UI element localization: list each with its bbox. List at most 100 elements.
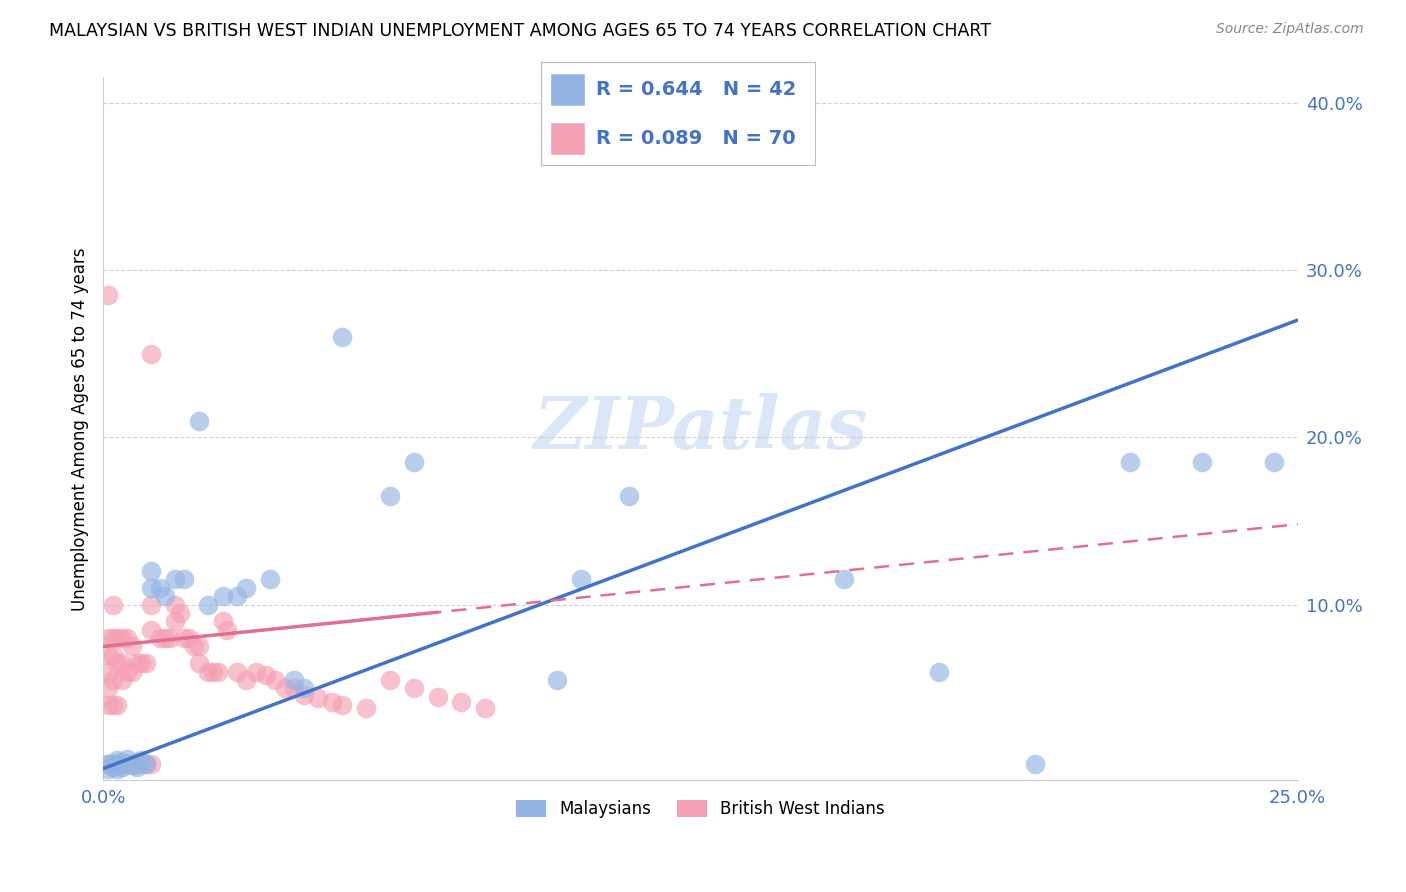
Point — [125, 756, 148, 771]
Bar — [550, 73, 585, 105]
Point — [928, 665, 950, 679]
Point — [139, 756, 162, 771]
Point — [202, 665, 225, 679]
Point — [235, 673, 257, 687]
Point — [97, 648, 120, 662]
Point — [173, 631, 195, 645]
Point — [254, 668, 277, 682]
Point — [330, 330, 353, 344]
Point — [321, 695, 343, 709]
Point — [111, 756, 134, 771]
Point — [169, 606, 191, 620]
Point — [546, 673, 568, 687]
Text: R = 0.644   N = 42: R = 0.644 N = 42 — [596, 79, 797, 99]
Point — [111, 673, 134, 687]
Point — [226, 665, 249, 679]
Point — [402, 681, 425, 696]
Point — [211, 615, 233, 629]
Point — [179, 631, 201, 645]
Point — [832, 573, 855, 587]
Point — [97, 756, 120, 771]
Text: Source: ZipAtlas.com: Source: ZipAtlas.com — [1216, 22, 1364, 37]
Point — [115, 631, 138, 645]
Point — [125, 760, 148, 774]
Point — [149, 631, 172, 645]
Point — [292, 688, 315, 702]
Point — [125, 656, 148, 670]
Point — [163, 573, 186, 587]
Point — [1191, 455, 1213, 469]
Point — [139, 598, 162, 612]
Point — [139, 564, 162, 578]
Legend: Malaysians, British West Indians: Malaysians, British West Indians — [509, 793, 891, 825]
Point — [307, 691, 329, 706]
Point — [97, 756, 120, 771]
Point — [107, 631, 129, 645]
Point — [378, 489, 401, 503]
Point — [111, 656, 134, 670]
Point — [617, 489, 640, 503]
Point — [354, 701, 377, 715]
Point — [97, 681, 120, 696]
Point — [211, 589, 233, 603]
Point — [101, 756, 124, 771]
Point — [107, 698, 129, 712]
Point — [101, 760, 124, 774]
Point — [101, 631, 124, 645]
Point — [111, 631, 134, 645]
Point — [183, 640, 205, 654]
Point — [115, 751, 138, 765]
Point — [115, 665, 138, 679]
Point — [101, 756, 124, 771]
Point — [121, 756, 143, 771]
Point — [159, 631, 181, 645]
Point — [101, 698, 124, 712]
Point — [1024, 756, 1046, 771]
Point — [97, 762, 120, 776]
Point — [402, 455, 425, 469]
Point — [273, 681, 295, 696]
Point — [101, 673, 124, 687]
Point — [569, 573, 592, 587]
Point — [283, 673, 305, 687]
Point — [197, 598, 219, 612]
Point — [139, 346, 162, 360]
Point — [292, 681, 315, 696]
Point — [149, 581, 172, 595]
Point — [474, 701, 496, 715]
Point — [135, 656, 157, 670]
Point — [131, 756, 153, 771]
Point — [173, 573, 195, 587]
Point — [217, 623, 239, 637]
Point — [107, 758, 129, 772]
Point — [101, 598, 124, 612]
Point — [450, 695, 472, 709]
Point — [101, 648, 124, 662]
Point — [378, 673, 401, 687]
Point — [1263, 455, 1285, 469]
Point — [121, 665, 143, 679]
Point — [111, 755, 134, 769]
Point — [139, 623, 162, 637]
Point — [107, 756, 129, 771]
Point — [107, 753, 129, 767]
Point — [283, 681, 305, 696]
Bar — [550, 122, 585, 155]
Point — [226, 589, 249, 603]
Point — [107, 762, 129, 776]
Point — [135, 756, 157, 771]
Point — [155, 589, 177, 603]
Point — [330, 698, 353, 712]
Text: MALAYSIAN VS BRITISH WEST INDIAN UNEMPLOYMENT AMONG AGES 65 TO 74 YEARS CORRELAT: MALAYSIAN VS BRITISH WEST INDIAN UNEMPLO… — [49, 22, 991, 40]
Point — [155, 631, 177, 645]
Point — [187, 656, 209, 670]
Point — [97, 631, 120, 645]
Point — [121, 758, 143, 772]
Point — [115, 756, 138, 771]
Point — [135, 756, 157, 771]
Point — [207, 665, 229, 679]
Point — [139, 581, 162, 595]
Point — [163, 598, 186, 612]
Point — [97, 288, 120, 302]
Point — [1119, 455, 1142, 469]
